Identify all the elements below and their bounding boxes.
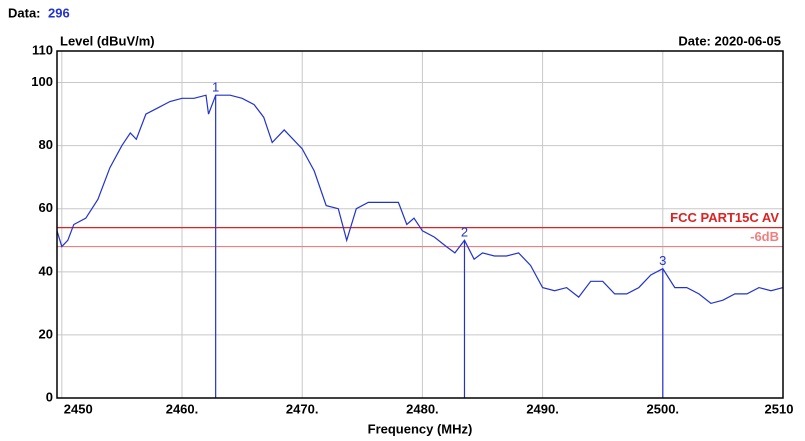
limit-label: FCC PART15C AV [670, 210, 779, 225]
marker-label: 1 [212, 80, 219, 95]
x-tick-label: 2480. [406, 401, 439, 416]
trace-line [56, 94, 784, 305]
y-tick-label: 0 [46, 389, 53, 404]
x-axis-label: Frequency (MHz) [368, 421, 473, 436]
date-label: Date: 2020-06-05 [678, 33, 781, 48]
marker-label: 3 [659, 253, 666, 268]
x-tick-label: 2500. [647, 401, 680, 416]
y-tick-label: 40 [39, 263, 53, 278]
x-tick-label: 2490. [526, 401, 559, 416]
y-axis-label: Level (dBuV/m) [60, 33, 155, 48]
x-tick-label: 2460. [166, 401, 199, 416]
y-tick-label: 60 [39, 200, 53, 215]
marker-label: 2 [461, 225, 468, 240]
x-tick-label: 2510 [765, 401, 794, 416]
header-label: Data: [8, 5, 41, 20]
x-tick-label: 2450 [64, 401, 93, 416]
header-value: 296 [48, 5, 70, 20]
plot-frame [56, 50, 784, 399]
y-tick-label: 100 [31, 74, 53, 89]
y-tick-label: 20 [39, 326, 53, 341]
limit-label: -6dB [750, 229, 779, 244]
x-tick-label: 2470. [286, 401, 319, 416]
y-tick-label: 80 [39, 137, 53, 152]
y-tick-label: 110 [32, 42, 53, 57]
